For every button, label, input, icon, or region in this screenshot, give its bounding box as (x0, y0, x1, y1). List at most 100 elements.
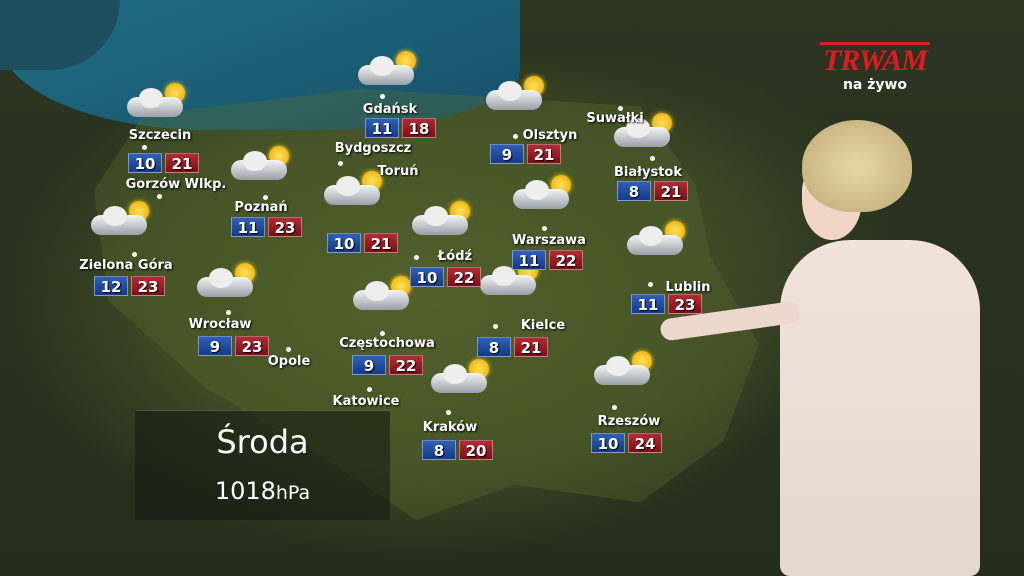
day-label: Środa (216, 423, 309, 461)
city-label: Kraków (422, 420, 478, 435)
cloud-icon (513, 180, 569, 209)
max-temp: 21 (527, 144, 561, 164)
max-temp: 24 (628, 433, 662, 453)
city-marker (446, 410, 451, 415)
presenter-hair (802, 120, 912, 212)
city-label: Kielce (520, 318, 566, 333)
cloud-icon (627, 226, 683, 255)
temperature-pair: 10 24 (591, 433, 662, 453)
city-marker (380, 94, 385, 99)
temperature-pair: 11 18 (365, 118, 436, 138)
partly-cloudy-icon (431, 359, 493, 393)
partly-cloudy-icon (412, 201, 474, 235)
partly-cloudy-icon (231, 146, 293, 180)
max-temp: 23 (268, 217, 302, 237)
city-label: Szczecin (128, 128, 192, 143)
max-temp: 20 (459, 440, 493, 460)
presenter-body (780, 240, 980, 576)
temperature-pair: 12 23 (94, 276, 165, 296)
max-temp: 22 (389, 355, 423, 375)
partly-cloudy-icon (627, 221, 689, 255)
cloud-icon (486, 81, 542, 110)
city-marker (618, 106, 623, 111)
temperature-pair: 11 23 (231, 217, 302, 237)
temperature-pair: 8 21 (477, 337, 548, 357)
cloud-icon (358, 56, 414, 85)
partly-cloudy-icon (353, 276, 415, 310)
live-label: na żywo (842, 77, 908, 93)
min-temp: 10 (128, 153, 162, 173)
city-label: Opole (267, 354, 311, 369)
city-label: Bydgoszcz (334, 141, 412, 156)
temperature-pair: 10 22 (410, 267, 481, 287)
cloud-icon (353, 281, 409, 310)
min-temp: 8 (422, 440, 456, 460)
cloud-icon (197, 268, 253, 297)
presenter (659, 120, 1000, 576)
cloud-icon (412, 206, 468, 235)
city-marker (493, 324, 498, 329)
city-label: Wrocław (188, 317, 252, 332)
cloud-icon (431, 364, 487, 393)
partly-cloudy-icon (594, 351, 656, 385)
city-marker (132, 252, 137, 257)
partly-cloudy-icon (614, 113, 676, 147)
min-temp: 8 (617, 181, 651, 201)
city-marker (226, 310, 231, 315)
pressure-unit: hPa (275, 482, 311, 504)
min-temp: 10 (410, 267, 444, 287)
city-label: Łódź (437, 249, 473, 264)
cloud-icon (324, 176, 380, 205)
city-label: Suwałki (586, 111, 644, 126)
temperature-pair: 11 23 (631, 294, 702, 314)
city-label: Gdańsk (362, 102, 418, 117)
max-temp: 21 (514, 337, 548, 357)
city-label: Rzeszów (597, 414, 661, 429)
city-label: Olsztyn (522, 128, 578, 143)
city-marker (612, 405, 617, 410)
temperature-pair: 8 20 (422, 440, 493, 460)
max-temp: 22 (447, 267, 481, 287)
cloud-icon (231, 151, 287, 180)
temperature-pair: 8 21 (617, 181, 688, 201)
city-marker (648, 282, 653, 287)
channel-logo: TRWAM na żywo (820, 42, 930, 93)
city-marker (414, 255, 419, 260)
partly-cloudy-icon (513, 175, 575, 209)
min-temp: 11 (631, 294, 665, 314)
temperature-pair: 10 21 (128, 153, 199, 173)
max-temp: 22 (549, 250, 583, 270)
partly-cloudy-icon (127, 83, 189, 117)
partly-cloudy-icon (324, 171, 386, 205)
max-temp: 23 (668, 294, 702, 314)
cloud-icon (614, 118, 670, 147)
city-marker (142, 145, 147, 150)
partly-cloudy-icon (358, 51, 420, 85)
city-marker (338, 161, 343, 166)
city-label: Warszawa (512, 233, 586, 248)
city-marker (367, 387, 372, 392)
min-temp: 12 (94, 276, 128, 296)
temperature-pair: 11 22 (512, 250, 583, 270)
city-marker (286, 347, 291, 352)
partly-cloudy-icon (197, 263, 259, 297)
max-temp: 21 (654, 181, 688, 201)
day-panel: Środa 1018hPa (135, 410, 390, 520)
pressure-value: 1018 (214, 477, 276, 505)
min-temp: 9 (490, 144, 524, 164)
max-temp: 21 (165, 153, 199, 173)
min-temp: 11 (512, 250, 546, 270)
cloud-icon (127, 88, 183, 117)
min-temp: 11 (365, 118, 399, 138)
city-marker (263, 195, 268, 200)
city-marker (380, 331, 385, 336)
city-label: Zielona Góra (79, 258, 173, 273)
min-temp: 10 (327, 233, 361, 253)
cloud-icon (91, 206, 147, 235)
city-label: Poznań (234, 200, 288, 215)
max-temp: 23 (235, 336, 269, 356)
max-temp: 23 (131, 276, 165, 296)
city-label: Gorzów Wlkp. (125, 177, 227, 192)
city-label: Katowice (332, 394, 400, 409)
temperature-pair: 10 21 (327, 233, 398, 253)
